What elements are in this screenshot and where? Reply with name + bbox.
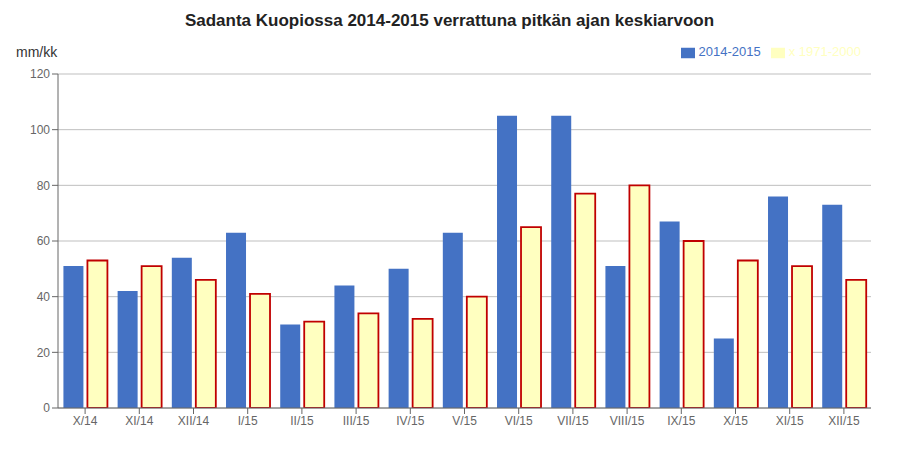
html-text:x 1971-2000: x 1971-2000 — [788, 44, 861, 59]
svg-text:IV/15: IV/15 — [396, 414, 424, 428]
html-text:mm/kk: mm/kk — [16, 44, 58, 60]
svg-text:20: 20 — [37, 346, 51, 360]
svg-text:VII/15: VII/15 — [557, 414, 589, 428]
html-text:Sadanta Kuopiossa 2014-2015 ve: Sadanta Kuopiossa 2014-2015 verrattuna p… — [184, 11, 714, 30]
svg-text:X/14: X/14 — [73, 414, 98, 428]
svg-text:I/15: I/15 — [238, 414, 258, 428]
svg-text:XII/15: XII/15 — [828, 414, 860, 428]
svg-text:0: 0 — [43, 401, 50, 415]
svg-text:100: 100 — [30, 123, 50, 137]
svg-text:40: 40 — [37, 290, 51, 304]
svg-text:IX/15: IX/15 — [667, 414, 695, 428]
svg-text:X/15: X/15 — [723, 414, 748, 428]
svg-text:VI/15: VI/15 — [505, 414, 533, 428]
svg-text:XI/14: XI/14 — [125, 414, 153, 428]
html-text:2014-2015: 2014-2015 — [698, 44, 761, 59]
svg-text:V/15: V/15 — [452, 414, 477, 428]
svg-text:80: 80 — [37, 179, 51, 193]
svg-text:VIII/15: VIII/15 — [610, 414, 645, 428]
svg-text:XII/14: XII/14 — [178, 414, 210, 428]
svg-text:III/15: III/15 — [343, 414, 370, 428]
svg-text:XI/15: XI/15 — [776, 414, 804, 428]
svg-text:II/15: II/15 — [290, 414, 314, 428]
svg-text:60: 60 — [37, 234, 51, 248]
svg-text:120: 120 — [30, 67, 50, 81]
